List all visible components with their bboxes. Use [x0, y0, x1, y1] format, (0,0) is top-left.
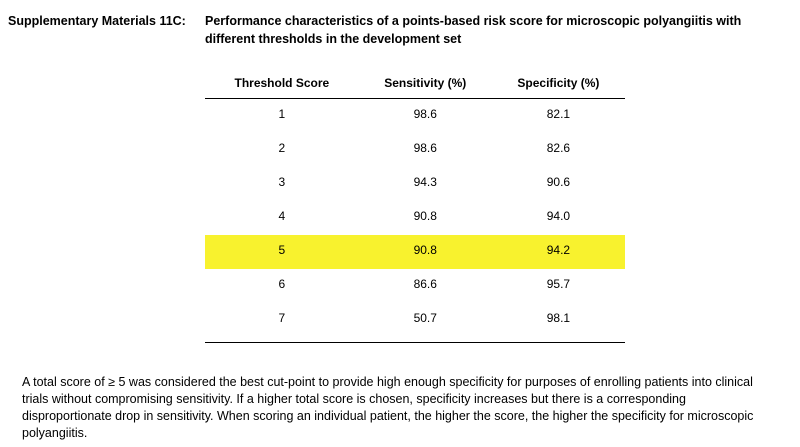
- table-cell: 3: [278, 174, 286, 189]
- column-header: Threshold Score: [205, 68, 359, 99]
- column-header: Sensitivity (%): [358, 68, 492, 99]
- table-row: 4 90.8 94.0: [205, 201, 625, 235]
- table-cell: 98.1: [491, 302, 625, 343]
- table-cell: 6: [278, 276, 286, 291]
- table-cell: 82.6: [546, 140, 571, 155]
- table-cell: 86.6: [413, 276, 437, 291]
- table-cell: 90.8: [413, 208, 437, 223]
- table-cell: 5: [205, 234, 359, 269]
- table-cell: 2: [278, 140, 286, 155]
- table-cell: 7: [205, 302, 359, 343]
- table-cell: 94.3: [413, 174, 437, 189]
- results-table: Threshold Score Sensitivity (%) Specific…: [205, 68, 625, 343]
- column-header: Specificity (%): [491, 68, 625, 99]
- table-cell: 90.6: [546, 174, 571, 189]
- table-cell: 94.2: [491, 234, 625, 269]
- table-row: 6 86.6 95.7: [205, 269, 625, 303]
- table-cell: 50.7: [358, 302, 492, 343]
- table-row: 7 50.7 98.1: [205, 302, 625, 343]
- table-row: 5 90.8 94.2: [205, 234, 625, 269]
- header-row: Threshold Score Sensitivity (%) Specific…: [205, 68, 625, 99]
- table-cell: 94.0: [546, 208, 571, 223]
- table-body: 1 98.6 82.1 2 98.6 82.6 3 94.3 90.6 4 90.8 94.0 5 90.…: [205, 99, 625, 343]
- table-row: 2 98.6 82.6: [205, 133, 625, 167]
- table-row: 3 94.3 90.6: [205, 167, 625, 201]
- table-cell: 90.8: [358, 234, 492, 269]
- header-label: Supplementary Materials 11C:: [8, 14, 186, 28]
- table-cell: 4: [278, 208, 286, 223]
- table-row: 1 98.6 82.1: [205, 99, 625, 133]
- table-cell: 98.6: [413, 107, 437, 121]
- table-cell: 98.6: [413, 140, 437, 155]
- footnote: A total score of ≥ 5 was considered the …: [22, 375, 754, 440]
- table-cell: 82.1: [546, 107, 571, 121]
- table-cell: 1: [278, 107, 286, 121]
- table-cell: 95.7: [546, 276, 571, 291]
- header-title: Performance characteristics of a points-…: [205, 14, 742, 46]
